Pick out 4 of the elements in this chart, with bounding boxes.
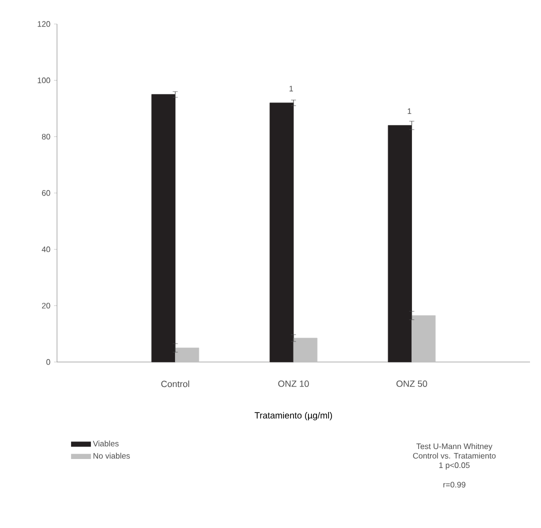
x-tick-label: ONZ 50	[396, 380, 428, 387]
x-tick-label: Control	[161, 380, 190, 388]
x-tick-label: ONZ 10	[278, 380, 309, 387]
x-axis-title: Tratamiento (µg/ml)	[254, 412, 332, 420]
